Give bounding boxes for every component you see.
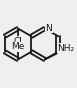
Text: Me: Me [11, 42, 25, 51]
Text: NH₂: NH₂ [57, 44, 74, 53]
Text: Cl: Cl [14, 37, 22, 46]
Text: N: N [46, 24, 52, 33]
